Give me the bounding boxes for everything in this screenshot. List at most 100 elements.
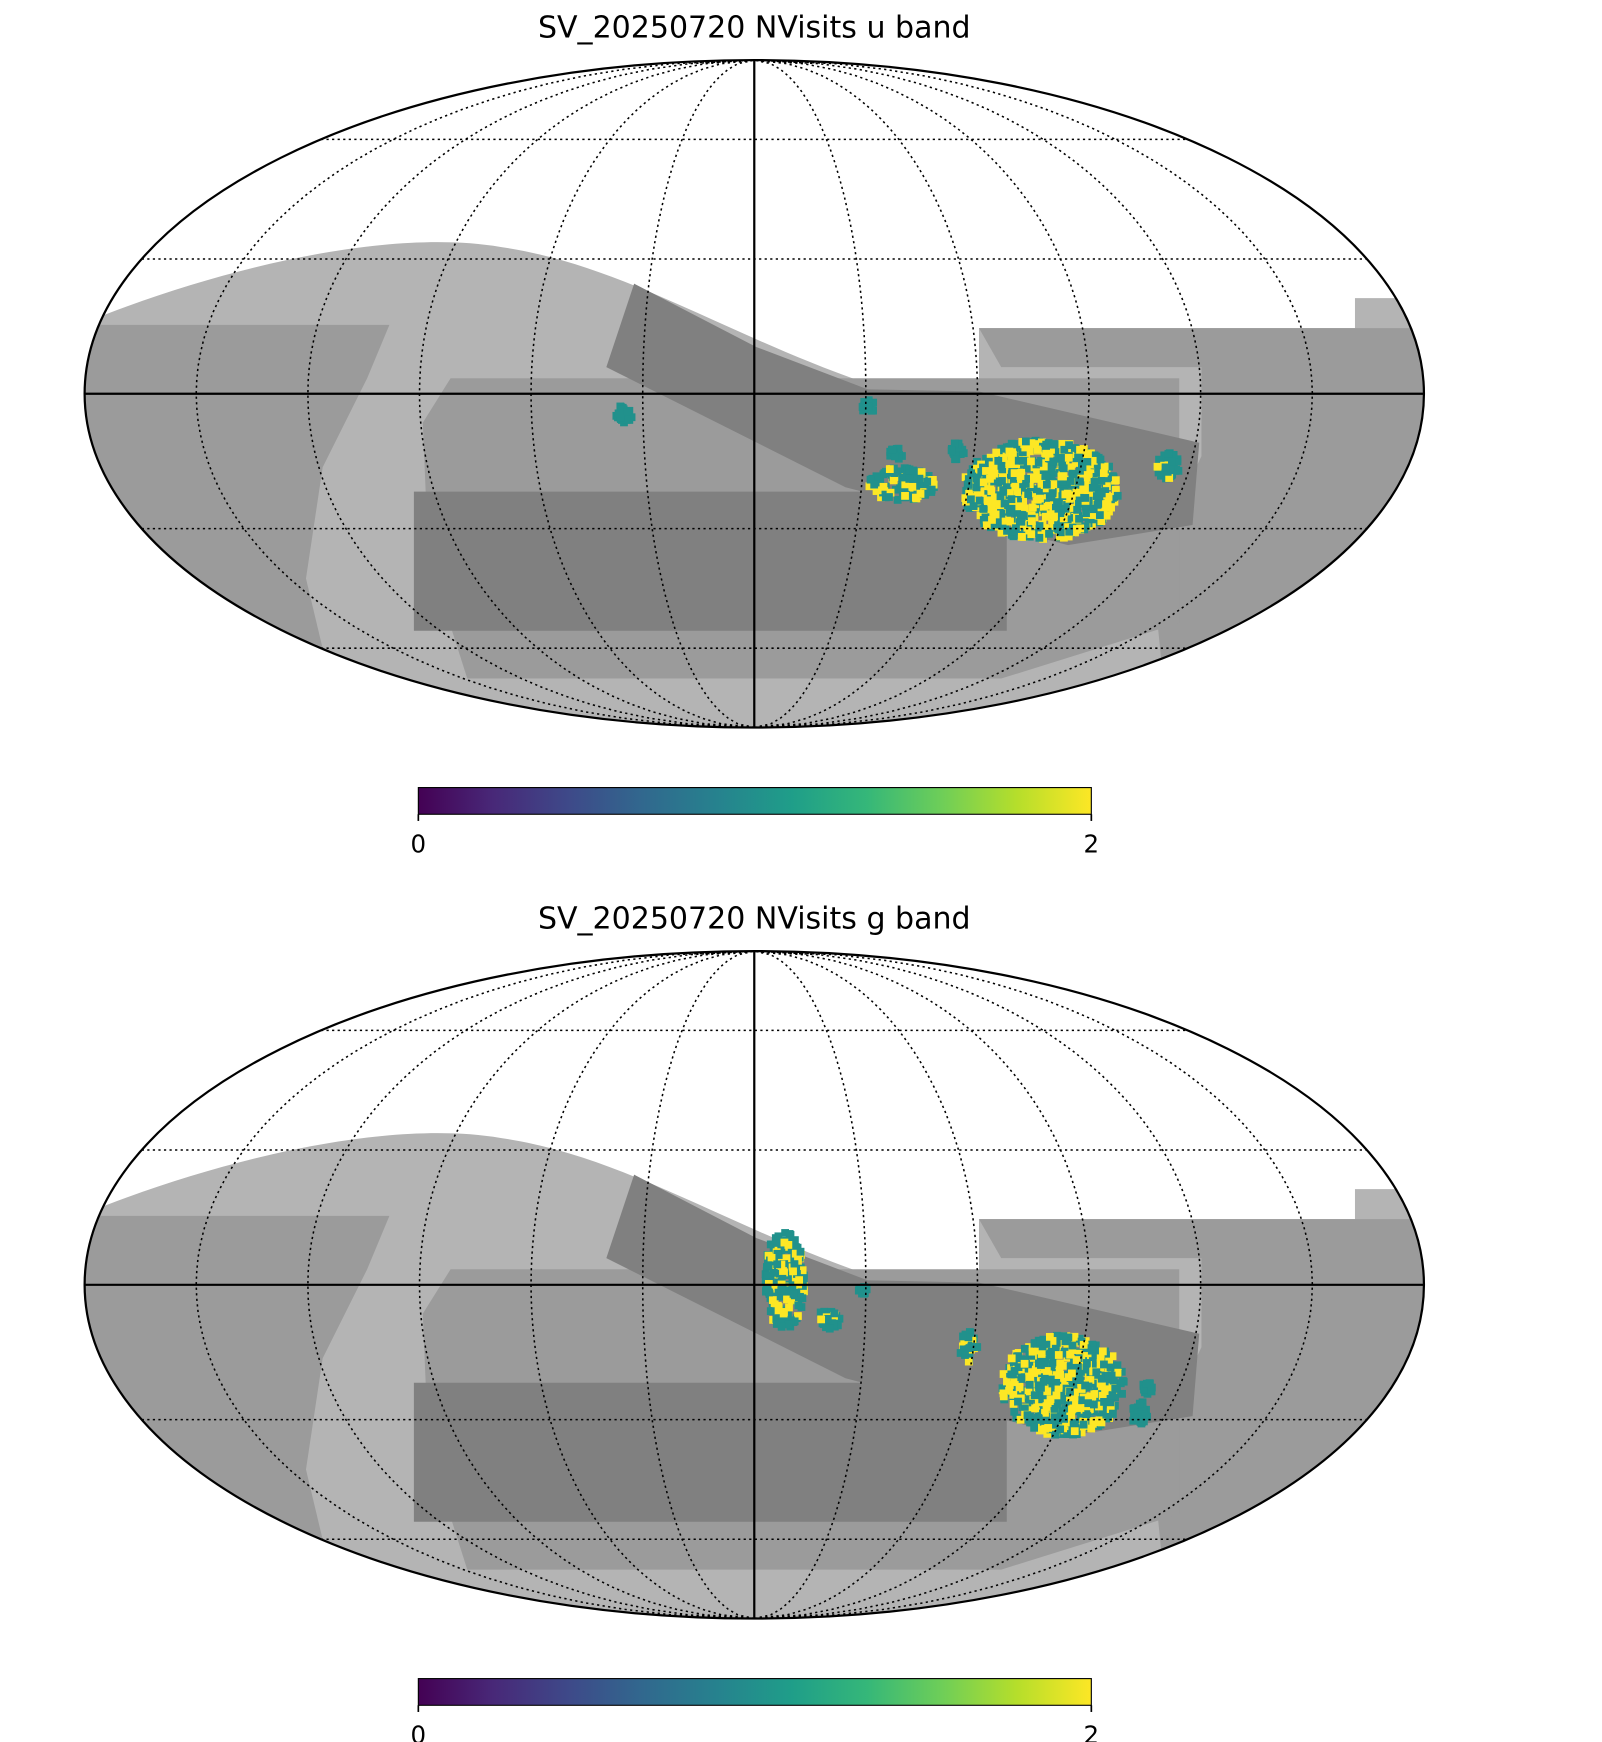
visit-patch [1166,464,1175,473]
visit-patch [769,1268,778,1277]
visit-patch [1138,1415,1146,1423]
visit-patch [1108,1410,1117,1418]
visit-patch [987,523,995,532]
visit-patch [1064,453,1073,462]
visit-patch [1010,505,1019,514]
visit-patch [789,1296,798,1304]
colorbar-tick-label: 0 [411,829,427,858]
visit-patch [890,469,899,477]
visit-patch [983,497,992,506]
visit-patch [1027,457,1035,466]
visit-patch [1013,494,1022,503]
visit-patch [1129,1404,1138,1413]
visit-patch [1165,474,1174,482]
visit-patch [1106,1398,1115,1407]
visit-patch [1060,533,1068,542]
visit-patch [1007,495,1016,504]
visit-patch [1078,459,1086,468]
visit-patch [1053,498,1061,507]
visit-patch [1032,475,1041,483]
visit-patch [1052,1371,1061,1379]
visit-patch [1025,480,1034,489]
visit-patch [1113,1368,1122,1377]
visit-patch [784,1241,793,1249]
visit-patch [1035,522,1044,530]
visit-patch [964,1357,973,1366]
visit-patch [1045,1332,1054,1341]
visit-patch [1103,504,1112,512]
visit-patch [968,465,977,473]
visit-patch [1056,509,1065,518]
visit-patch [1041,1408,1049,1417]
visit-patch [961,494,970,503]
visit-patch [623,408,632,416]
visit-patch [1061,1361,1070,1370]
colorbar [417,787,1092,815]
visit-patch [990,493,999,502]
visit-patch [1016,510,1025,519]
visit-patch [1095,511,1104,519]
visit-patch [1044,1424,1053,1432]
meridian [754,950,867,1620]
visit-patch [973,488,982,497]
visit-patch [994,520,1003,529]
visit-patch [1010,1378,1019,1387]
visit-patch [775,1292,784,1301]
visit-patch [787,1246,796,1254]
visit-patch [1075,1349,1084,1358]
visit-patch [796,1292,804,1301]
visit-patch [1000,499,1009,508]
sky-outline [83,949,1426,1620]
visit-patch [885,465,894,474]
visit-patch [1079,485,1088,494]
visit-patch [1099,506,1107,515]
visit-patch [627,413,636,422]
visit-patch [1061,504,1070,513]
visit-patch [1066,1350,1074,1359]
visit-patch [1039,1377,1048,1386]
visit-patch [860,1283,869,1291]
visit-patch [1030,1369,1039,1377]
visit-patch [1064,1401,1073,1410]
visit-patch [1063,515,1072,524]
visit-patch [1041,524,1050,532]
visit-patch [1034,458,1043,467]
visit-patch [888,445,897,454]
visit-patch [982,467,990,475]
visit-patch [823,1314,832,1323]
visit-patch [1100,1360,1108,1369]
visit-patch [1081,494,1090,502]
visit-patch [1033,445,1041,454]
visit-patch [1048,1390,1057,1399]
visit-patch [1046,1375,1055,1384]
visit-patch [1092,492,1101,500]
visit-patch [1007,439,1016,448]
visit-patch [998,469,1007,478]
meridian [641,950,755,1620]
visit-patch [1027,1418,1036,1427]
visit-patch [1017,478,1026,487]
visit-patch [1062,521,1071,529]
visit-patch [891,452,899,461]
visit-patch [1052,1338,1061,1347]
visit-patch [1082,1410,1091,1419]
meridian [195,59,755,729]
visit-patch [1009,1390,1018,1399]
visit-patch [788,1285,797,1294]
visit-patch [1097,1418,1106,1427]
visit-patch [1027,473,1036,482]
visit-patch [975,496,984,505]
visit-patch [1009,476,1018,484]
visit-patch [1037,438,1046,447]
visit-patch [1075,514,1083,523]
visit-patch [1135,1399,1144,1408]
visit-patch [1077,1428,1086,1437]
visit-patch [830,1309,839,1318]
visit-patch [998,477,1006,485]
visit-patch [1047,463,1055,472]
visit-patch [996,492,1005,501]
visit-patch [1006,517,1014,526]
visit-patch [1036,494,1044,503]
visit-patch [767,1253,776,1262]
visit-patch [1083,473,1092,482]
